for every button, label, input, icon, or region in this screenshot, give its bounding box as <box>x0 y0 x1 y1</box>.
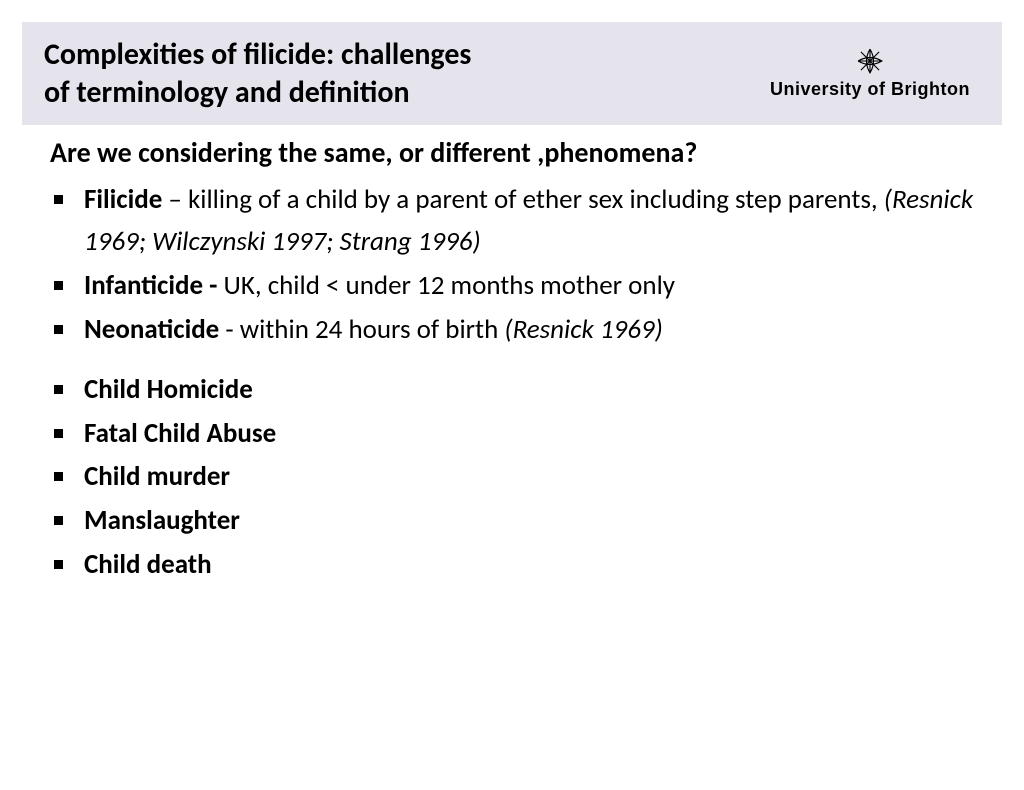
term: Neonaticide <box>84 313 219 346</box>
title-line-2: of terminology and definition <box>44 74 410 111</box>
list-item: Child murder <box>50 456 974 498</box>
slide-content: Are we considering the same, or differen… <box>0 125 1024 586</box>
university-logo: University of Brighton <box>770 47 970 100</box>
sep: – <box>162 183 188 216</box>
header-bar: Complexities of filicide: challenges of … <box>22 22 1002 125</box>
list-item: Child death <box>50 544 974 586</box>
term: Child death <box>84 548 212 581</box>
term: Filicide <box>84 183 162 216</box>
title-line-1: Complexities of filicide: challenges <box>44 36 471 73</box>
logo-text: University of Brighton <box>770 79 970 100</box>
term: Manslaughter <box>84 504 240 537</box>
list-item: Neonaticide - within 24 hours of birth (… <box>50 309 974 351</box>
list-item: Child Homicide <box>50 369 974 411</box>
list-item: Manslaughter <box>50 500 974 542</box>
term: Fatal Child Abuse <box>84 417 276 450</box>
sep: - <box>219 313 239 346</box>
bullet-list-definitions: Filicide – killing of a child by a paren… <box>50 179 974 350</box>
definition: UK, child < under 12 months mother only <box>224 269 675 302</box>
list-item: Fatal Child Abuse <box>50 413 974 455</box>
term: Infanticide - <box>84 269 224 302</box>
citation: (Resnick 1969) <box>504 313 662 346</box>
list-item: Filicide – killing of a child by a paren… <box>50 179 974 263</box>
list-item: Infanticide - UK, child < under 12 month… <box>50 265 974 307</box>
star-icon <box>856 47 884 75</box>
term: Child murder <box>84 460 230 493</box>
slide-title: Complexities of filicide: challenges of … <box>44 36 471 111</box>
definition: killing of a child by a parent of ether … <box>188 183 884 216</box>
bullet-list-terms: Child Homicide Fatal Child Abuse Child m… <box>50 369 974 586</box>
subtitle: Are we considering the same, or differen… <box>50 135 974 171</box>
definition: within 24 hours of birth <box>240 313 505 346</box>
term: Child Homicide <box>84 373 253 406</box>
